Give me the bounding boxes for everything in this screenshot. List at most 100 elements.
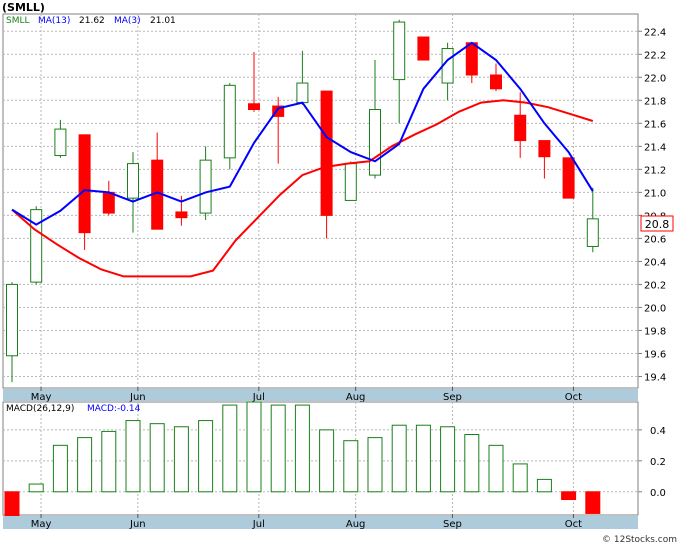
macd-xtick-label: Aug	[346, 519, 366, 530]
candle-body-up	[54, 128, 67, 157]
candle-body-down	[514, 114, 527, 142]
candle	[54, 119, 67, 158]
macd-bar-negative	[4, 491, 20, 518]
candle	[248, 51, 260, 112]
macd-bar-positive	[319, 429, 335, 493]
price-ytick-label: 19.6	[644, 349, 666, 360]
price-panel: 19.4 19.6 19.8 20.0 20.2 20.4 20.6 20.8 21.0 21.2…	[2, 13, 674, 389]
candle-body-down	[490, 74, 502, 90]
candle-body-down	[272, 105, 285, 117]
candle	[223, 83, 236, 170]
candle-body-up	[393, 21, 406, 81]
candle-body-up	[369, 109, 381, 176]
price-ytick-label: 19.4	[644, 372, 666, 383]
price-month-axis: May Jun Jul Aug Sep Oct	[3, 387, 638, 403]
candle-body-up	[344, 163, 357, 201]
macd-bar-positive	[125, 420, 141, 493]
price-xtick-label: Jul	[252, 392, 265, 403]
macd-xtick-label: May	[31, 519, 52, 530]
price-ytick-label: 22.4	[644, 27, 666, 38]
macd-ytick-label: 0.2	[650, 457, 666, 468]
candle	[30, 206, 43, 285]
candle-body-up	[586, 218, 599, 247]
price-xtick-label: Oct	[565, 392, 582, 403]
price-ytick-label: 21.6	[644, 119, 666, 130]
candle	[344, 161, 357, 201]
macd-bar-positive	[149, 423, 165, 493]
candle	[586, 187, 599, 253]
macd-bar-positive	[101, 430, 117, 493]
price-ytick-label: 20.6	[644, 234, 666, 245]
legend-ma3-label: MA(3)	[114, 16, 141, 26]
candle-body-down	[465, 42, 478, 76]
price-xtick-label: Aug	[346, 392, 366, 403]
price-plot-area	[2, 13, 639, 389]
macd-bar-positive	[343, 440, 359, 493]
candle	[199, 146, 212, 220]
macd-month-band	[3, 516, 638, 529]
candle-body-down	[175, 211, 188, 219]
price-ytick-label: 20.4	[644, 257, 666, 268]
macd-bar-positive	[52, 444, 68, 493]
macd-bar-positive	[246, 401, 262, 493]
candle	[6, 282, 18, 383]
macd-bar-positive	[270, 404, 286, 493]
candle	[490, 63, 502, 92]
candle-body-down	[248, 103, 260, 111]
legend-ma13-label: MA(13)	[38, 16, 70, 26]
macd-bar-positive	[367, 437, 383, 493]
legend-ma3-value: 21.01	[150, 16, 176, 26]
price-ytick-label: 21.8	[644, 96, 666, 107]
candle-body-down	[562, 157, 575, 199]
macd-bar-positive	[488, 444, 504, 493]
legend-ticker: SMLL	[6, 16, 30, 26]
macd-bar-positive	[173, 426, 189, 493]
price-ytick-label: 21.4	[644, 142, 666, 153]
candle	[320, 90, 333, 239]
candle	[538, 140, 551, 179]
last-price-label: 20.8	[645, 218, 670, 231]
macd-xtick-label: Sep	[443, 519, 462, 530]
candle-body-down	[538, 140, 551, 158]
price-xtick-label: Sep	[443, 392, 462, 403]
candle	[562, 157, 575, 199]
macd-bar-positive	[512, 463, 528, 493]
macd-xtick-label: Oct	[565, 519, 582, 530]
macd-bar-negative	[561, 491, 577, 501]
macd-month-axis: May Jun Jul Aug Sep Oct	[3, 514, 638, 530]
price-ytick-label: 21.2	[644, 165, 666, 176]
last-price-box	[640, 215, 674, 232]
price-xtick-label: Jun	[129, 392, 146, 403]
macd-bar-positive	[28, 483, 44, 493]
candle-body-up	[30, 209, 43, 283]
macd-ytick-label: 0.0	[650, 488, 666, 499]
macd-bar-positive	[391, 424, 407, 493]
macd-ytick-label: 0.4	[650, 426, 666, 437]
candle	[393, 19, 406, 124]
ma3-line	[11, 41, 594, 226]
candle-body-up	[127, 163, 139, 199]
price-xtick-label: May	[31, 392, 52, 403]
candle-body-up	[199, 159, 212, 214]
candle-body-down	[320, 90, 333, 216]
candle	[78, 134, 91, 250]
macd-legend-label: MACD(26,12,9)	[6, 404, 74, 414]
candle	[514, 92, 527, 158]
macd-xtick-label: Jun	[129, 519, 146, 530]
macd-bar-positive	[464, 434, 480, 493]
candle-body-up	[6, 283, 18, 357]
last-price-marker: 20.8	[640, 215, 674, 232]
price-ytick-label: 22.2	[644, 50, 666, 61]
macd-legend-value: MACD:-0.14	[87, 404, 141, 414]
candle-body-up	[223, 84, 236, 159]
price-ytick-label: 20.2	[644, 280, 666, 291]
legend-ma13-value: 21.62	[79, 16, 105, 26]
candle-body-down	[102, 191, 115, 214]
macd-bar-positive	[415, 424, 431, 493]
macd-bar-positive	[294, 404, 310, 493]
price-ytick-label: 21.0	[644, 188, 666, 199]
candle	[417, 36, 430, 61]
price-month-band	[3, 389, 638, 401]
